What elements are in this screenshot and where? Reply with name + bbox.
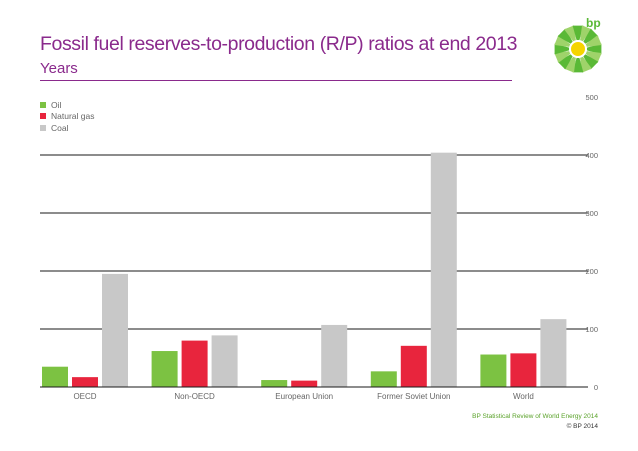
- bp-logo-text: bp: [586, 16, 601, 30]
- bar-coal: [540, 319, 567, 387]
- bar-oil: [42, 366, 68, 387]
- x-tick-label: European Union: [275, 392, 333, 401]
- y-tick-label: 300: [585, 209, 598, 218]
- legend-item-coal: Coal: [40, 122, 94, 134]
- x-tick-label: Former Soviet Union: [377, 392, 450, 401]
- logo-ray: [583, 54, 599, 70]
- logo-ray: [572, 57, 584, 73]
- logo-ray: [557, 54, 573, 70]
- legend-label-coal: Coal: [51, 122, 69, 133]
- legend-swatch-natural-gas: [40, 113, 46, 120]
- legend-item-natural-gas: Natural gas: [40, 111, 94, 123]
- bar-coal: [211, 335, 238, 387]
- bar-coal: [430, 152, 457, 387]
- y-tick-label: 500: [585, 93, 598, 102]
- x-tick-label: OECD: [73, 392, 96, 401]
- legend-swatch-oil: [40, 101, 46, 108]
- bar-natural-gas: [181, 340, 208, 387]
- logo-ray: [554, 43, 570, 55]
- logo-ray: [583, 28, 599, 44]
- logo-ray: [586, 43, 602, 55]
- x-tick-label: Non-OECD: [174, 392, 215, 401]
- logo-ray: [564, 56, 576, 73]
- legend-label-natural-gas: Natural gas: [51, 111, 95, 122]
- logo-ray: [554, 35, 571, 47]
- chart-legend: Oil Natural gas Coal: [40, 99, 94, 134]
- bar-coal: [102, 273, 128, 387]
- bar-natural-gas: [510, 353, 537, 387]
- y-tick-label: 100: [585, 325, 598, 334]
- logo-ray: [585, 35, 602, 47]
- x-tick-label: World: [513, 392, 534, 401]
- bar-oil: [370, 371, 397, 387]
- bp-helios-logo-icon: bp: [554, 16, 602, 73]
- legend-swatch-coal: [40, 124, 46, 131]
- logo-ray: [585, 51, 602, 63]
- bar-natural-gas: [291, 380, 318, 387]
- logo-ray: [580, 25, 592, 42]
- title-divider: [40, 80, 512, 81]
- page-subtitle: Years: [40, 60, 78, 77]
- y-tick-label: 200: [585, 267, 598, 276]
- footer-source: BP Statistical Review of World Energy 20…: [472, 413, 598, 420]
- logo-ray: [557, 28, 573, 44]
- logo-ray: [572, 25, 584, 41]
- bar-natural-gas: [400, 345, 427, 387]
- legend-label-oil: Oil: [51, 99, 62, 110]
- logo-ray: [554, 51, 571, 63]
- bar-coal: [321, 324, 348, 387]
- y-tick-label: 400: [585, 151, 598, 160]
- bar-oil: [261, 380, 288, 387]
- logo-ray: [580, 56, 592, 73]
- page-title: Fossil fuel reserves-to-production (R/P)…: [40, 33, 518, 55]
- bar-oil: [151, 351, 178, 387]
- footer-copyright: © BP 2014: [566, 423, 598, 430]
- y-tick-label: 0: [594, 383, 598, 392]
- legend-item-oil: Oil: [40, 99, 94, 111]
- bar-natural-gas: [72, 377, 98, 387]
- bar-oil: [480, 354, 507, 387]
- logo-ray: [564, 25, 576, 42]
